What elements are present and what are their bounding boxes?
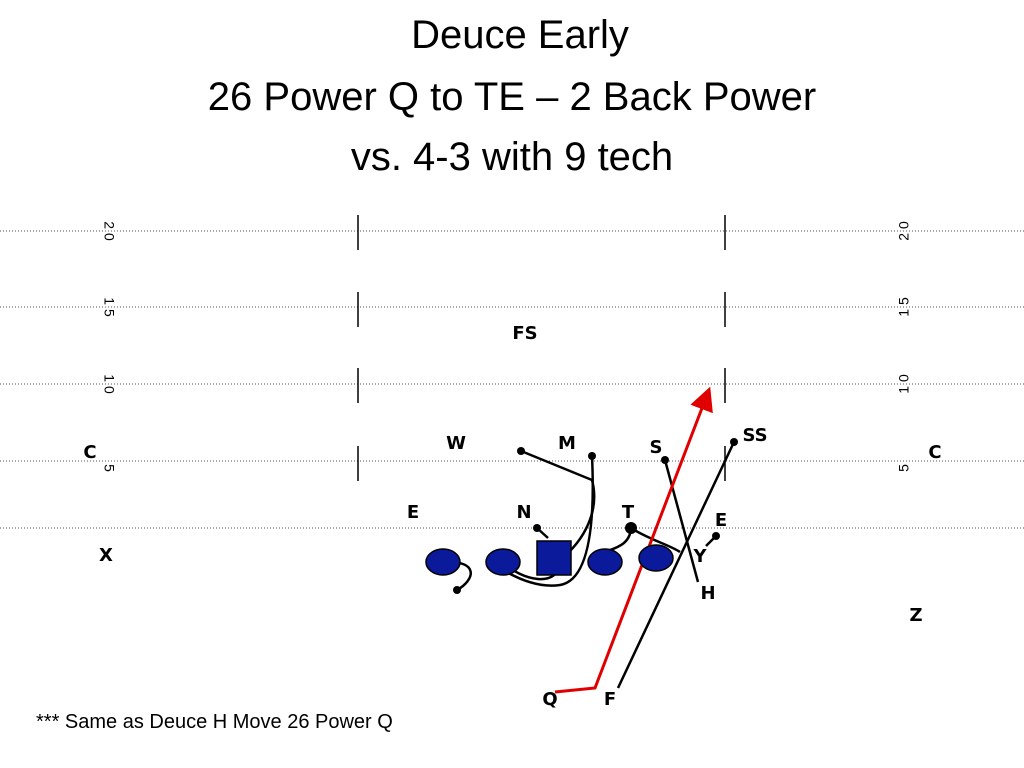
yard-number: 2 0 xyxy=(101,221,117,241)
yard-number: 1 5 xyxy=(896,297,912,317)
title-line: 26 Power Q to TE – 2 Back Power xyxy=(208,75,816,119)
offense-label: X xyxy=(99,545,113,566)
route xyxy=(502,455,595,587)
route xyxy=(663,459,700,583)
yard-number: 2 0 xyxy=(896,221,912,241)
lineman xyxy=(485,548,521,576)
defender-dot xyxy=(533,524,541,532)
defense-label: M xyxy=(558,433,576,454)
yard-number: 5 xyxy=(896,464,912,472)
players xyxy=(425,438,738,594)
route xyxy=(616,441,736,689)
defender-dot xyxy=(661,456,669,464)
defense-label: E xyxy=(407,502,419,523)
offense-label: H xyxy=(700,583,715,604)
defender-dot xyxy=(453,586,461,594)
yard-number: 1 0 xyxy=(896,374,912,394)
offense-label: E xyxy=(715,510,727,531)
tight-end xyxy=(638,544,674,572)
defense-label: C xyxy=(928,442,941,463)
center xyxy=(536,540,572,576)
defense-label: S xyxy=(650,437,663,458)
offense-label: Z xyxy=(909,605,922,626)
defender-dot xyxy=(625,522,637,534)
defender-dot xyxy=(712,532,720,540)
defense-label: W xyxy=(446,433,466,454)
title-line: Deuce Early xyxy=(411,13,629,57)
defense-label: T xyxy=(622,502,635,523)
defender-dot xyxy=(517,447,525,455)
title-line: vs. 4-3 with 9 tech xyxy=(351,135,673,179)
defender-dot xyxy=(730,438,738,446)
offense-label: F xyxy=(604,689,616,710)
hash-marks xyxy=(357,215,726,481)
defense-label: FS xyxy=(512,323,537,344)
yard-number: 1 5 xyxy=(101,297,117,317)
routes xyxy=(442,386,736,694)
yard-number: 1 0 xyxy=(101,374,117,394)
defender-dot xyxy=(588,452,596,460)
defense-label: N xyxy=(516,502,531,523)
defense-label: C xyxy=(83,442,96,463)
yard-number: 5 xyxy=(101,464,117,472)
footnote: *** Same as Deuce H Move 26 Power Q xyxy=(36,711,393,733)
yard-numbers: 2 0 2 0 1 5 1 5 1 0 1 0 5 5 xyxy=(101,221,911,472)
defense-label: SS xyxy=(742,425,767,446)
offense-label: Y xyxy=(692,546,707,567)
lineman xyxy=(587,548,623,576)
yard-lines xyxy=(0,230,1024,529)
offense-label: Q xyxy=(542,689,557,710)
lineman xyxy=(425,548,461,576)
ball-carrier-route xyxy=(554,386,713,694)
